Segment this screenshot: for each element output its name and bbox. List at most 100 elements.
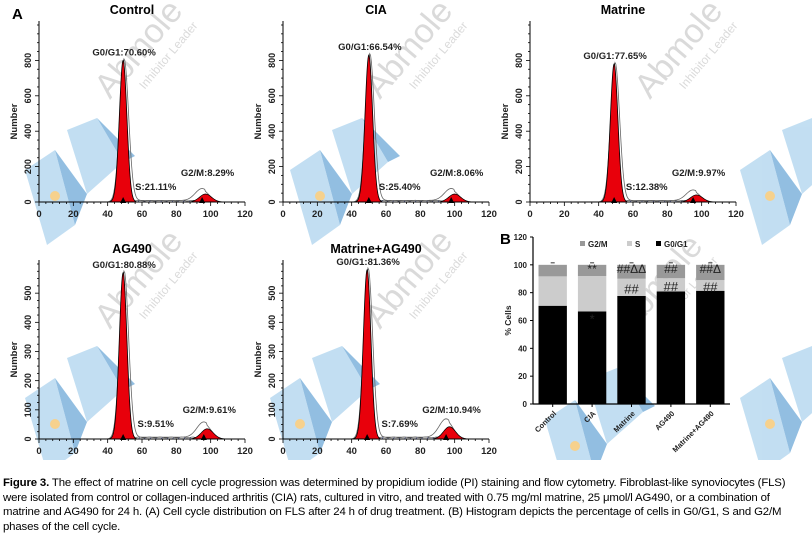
- watermark-shape: [782, 118, 812, 194]
- histogram-y-tick-label: 400: [267, 315, 277, 330]
- histogram-y-tick-label: 500: [23, 286, 33, 301]
- histogram-x-tick-label: 100: [203, 446, 219, 457]
- histogram-x-tick-label: 60: [137, 446, 148, 457]
- histogram-x-tick-label: 60: [381, 446, 392, 457]
- legend-swatch: [656, 241, 661, 246]
- histogram-y-tick-label: 200: [23, 373, 33, 388]
- histogram-y-tick-label: 0: [267, 436, 277, 441]
- histogram-y-tick-label: 400: [514, 124, 524, 139]
- watermark-shape: [740, 378, 790, 460]
- panel-label-a: A: [12, 6, 23, 23]
- histogram-title: AG490: [112, 242, 152, 256]
- histogram-g2m-peak: [189, 428, 225, 440]
- histogram-x-tick-label: 20: [559, 209, 570, 220]
- bar-segment-g0g1: [538, 305, 567, 404]
- annotation-s: S:12.38%: [626, 182, 668, 193]
- watermark-dot: [765, 191, 775, 201]
- histogram-x-tick-label: 0: [36, 446, 41, 457]
- annotation-g0g1: G0/G1:81.36%: [336, 257, 400, 268]
- histogram-g0g1-peak: [352, 268, 382, 440]
- histogram-y-tick-label: 0: [514, 199, 524, 204]
- significance-mark: ##: [664, 262, 678, 276]
- bar-segment-s: [656, 278, 686, 292]
- histogram-y-axis-label: Number: [9, 341, 20, 377]
- histogram-x-tick-label: 100: [694, 209, 710, 220]
- significance-mark: *: [590, 311, 595, 326]
- histogram-x-tick-label: 120: [481, 446, 497, 457]
- bar-y-tick-label: 100: [514, 261, 528, 270]
- annotation-g0g1: G0/G1:77.65%: [583, 51, 647, 62]
- watermark-logo: [25, 346, 135, 460]
- histogram-g0g1-peak: [108, 271, 138, 440]
- histogram-g2m-peak: [437, 193, 473, 203]
- histogram-peak-marker: [364, 434, 371, 440]
- significance-mark: ##ΔΔ: [617, 262, 646, 276]
- histogram-x-tick-label: 20: [68, 209, 79, 220]
- histogram-y-axis-label: Number: [253, 341, 264, 377]
- histogram-y-tick-label: 200: [23, 159, 33, 174]
- bar-segment-g0g1: [696, 290, 725, 404]
- bar-y-tick-label: 80: [518, 289, 527, 298]
- bar-segment-g0g1: [617, 295, 646, 404]
- bar-segment-g0g1: [656, 291, 686, 404]
- histogram-control: 0 20 40 60 80 100 120 0 200 400 600 800 Number Contro…: [9, 3, 253, 220]
- bar-x-tick-label: Matrine+AG490: [671, 409, 716, 454]
- legend-label: G0/G1: [664, 240, 688, 249]
- bar-segment-g2m: [577, 264, 607, 277]
- watermark-logo: [740, 346, 812, 460]
- histogram-g2m-peak: [188, 193, 224, 203]
- histogram-x-tick-label: 40: [346, 209, 357, 220]
- histogram-y-tick-label: 500: [267, 286, 277, 301]
- significance-mark: ##: [703, 279, 718, 294]
- histogram-x-tick-label: 40: [593, 209, 604, 220]
- watermark-dot: [315, 191, 325, 201]
- watermark-shape: [770, 378, 802, 453]
- watermark-dot: [765, 419, 775, 429]
- histogram-x-tick-label: 80: [415, 446, 426, 457]
- watermark-shape: [575, 400, 607, 460]
- histogram-x-tick-label: 80: [171, 209, 182, 220]
- histogram-peak-marker: [443, 434, 450, 440]
- histogram-x-tick-label: 60: [381, 209, 392, 220]
- histogram-panels: 0 20 40 60 80 100 1200200400600800NumberContro…: [9, 3, 744, 457]
- watermark-shape: [332, 118, 388, 194]
- histogram-y-axis-label: Number: [500, 103, 511, 139]
- histogram-x-tick-label: 20: [312, 209, 323, 220]
- bar-segment-g2m: [538, 264, 567, 277]
- histogram-y-axis-label: Number: [253, 103, 264, 139]
- annotation-g2m: G2/M:9.61%: [183, 405, 237, 416]
- histogram-title: Matrine: [601, 3, 646, 17]
- watermark-dot: [50, 191, 60, 201]
- significance-mark: ##: [624, 281, 639, 296]
- watermark-shape: [55, 150, 87, 225]
- watermark-shape: [782, 346, 812, 422]
- histogram-y-tick-label: 800: [23, 53, 33, 68]
- significance-mark: **: [587, 262, 597, 276]
- histogram-y-tick-label: 100: [267, 402, 277, 417]
- bar-y-tick-label: 0: [523, 400, 528, 409]
- histogram-x-tick-label: 60: [628, 209, 639, 220]
- histogram-x-tick-label: 20: [68, 446, 79, 457]
- histogram-y-tick-label: 0: [267, 199, 277, 204]
- histogram-x-tick-label: 100: [447, 209, 463, 220]
- histogram-x-tick-label: 100: [203, 209, 219, 220]
- significance-mark: ##: [664, 279, 679, 294]
- bar-x-tick-label: AG490: [653, 409, 676, 432]
- watermark-shape: [320, 150, 352, 225]
- histogram-g2m-peak: [432, 426, 468, 440]
- histogram-x-tick-label: 40: [346, 446, 357, 457]
- histogram-x-tick-label: 120: [728, 209, 744, 220]
- histogram-g0g1-peak: [108, 59, 138, 203]
- annotation-g0g1: G0/G1:66.54%: [338, 42, 402, 53]
- bar-segment-s: [538, 276, 567, 306]
- panel-label-b: B: [500, 231, 511, 248]
- histogram-cia: 0 20 40 60 80 100 120 0 200 400 600 800 Number CIA G0/…: [253, 3, 497, 220]
- histogram-x-tick-label: 0: [36, 209, 41, 220]
- histogram-y-tick-label: 200: [267, 373, 277, 388]
- legend-swatch: [627, 241, 632, 246]
- histogram-x-tick-label: 20: [312, 446, 323, 457]
- significance-mark: ##Δ: [700, 262, 721, 276]
- histogram-x-tick-label: 40: [102, 446, 113, 457]
